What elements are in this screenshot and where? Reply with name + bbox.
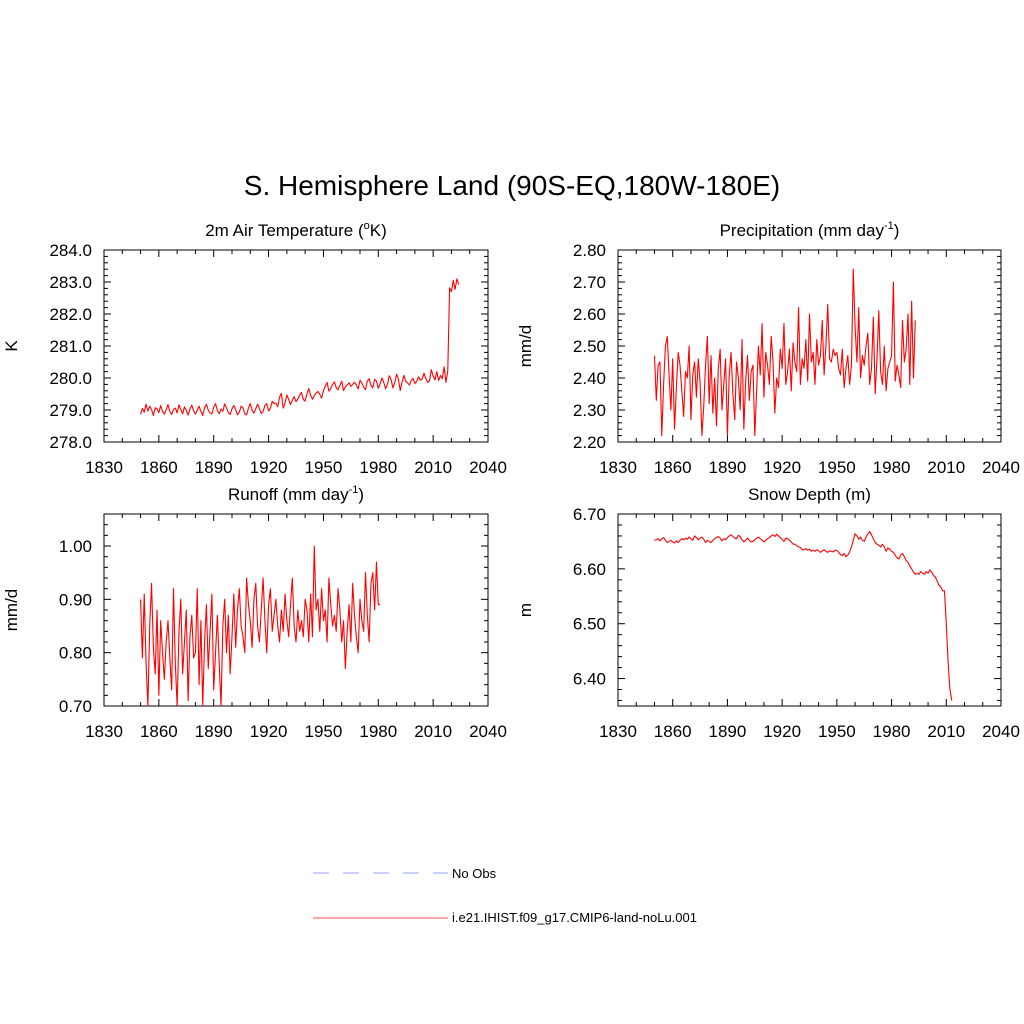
x-tick-label: 1920 <box>763 722 801 741</box>
panel-title: 2m Air Temperature (oK) <box>205 220 387 240</box>
x-tick-label: 1950 <box>818 722 856 741</box>
y-tick-label: 6.60 <box>573 560 606 579</box>
x-tick-label: 1830 <box>85 722 123 741</box>
y-tick-label: 0.90 <box>59 590 92 609</box>
panel-runoff: 1830 1860 1890 1920 1950 1980 2010 2040 0.70 0.80… <box>2 484 507 741</box>
panel-title: Precipitation (mm day-1) <box>720 220 900 240</box>
x-tick-label: 1890 <box>709 458 747 477</box>
legend: No Obs i.e21.IHIST.f09_g17.CMIP6-land-no… <box>313 866 697 925</box>
y-tick-label: 6.70 <box>573 505 606 524</box>
y-tick-label: 2.70 <box>573 273 606 292</box>
x-tick-label: 1860 <box>140 722 178 741</box>
y-tick-label: 1.00 <box>59 537 92 556</box>
x-tick-label: 2040 <box>469 458 507 477</box>
series-line <box>653 268 916 437</box>
y-tick-label: 278.0 <box>49 433 92 452</box>
panel-title: Runoff (mm day-1) <box>228 484 364 504</box>
y-axis-label: mm/d <box>2 589 21 632</box>
x-tick-label: 1830 <box>599 458 637 477</box>
y-tick-label: 279.0 <box>49 401 92 420</box>
y-axis-label: mm/d <box>516 325 535 368</box>
panel-air-temperature: 1830 1860 1890 1920 1950 1980 2010 2040 278.0 279… <box>2 220 507 477</box>
x-tick-label: 1860 <box>140 458 178 477</box>
x-tick-label: 1920 <box>250 722 288 741</box>
panel-snow-depth: 1830 1860 1890 1920 1950 1980 2010 2040 6.40 6.50… <box>516 485 1020 741</box>
plot-frame <box>103 249 489 443</box>
x-tick-label: 1980 <box>359 458 397 477</box>
figure-title: S. Hemisphere Land (90S-EQ,180W-180E) <box>244 170 780 201</box>
y-tick-label: 282.0 <box>49 305 92 324</box>
y-tick-label: 0.80 <box>59 644 92 663</box>
y-axis-label: m <box>516 603 535 617</box>
x-tick-label: 2040 <box>982 458 1020 477</box>
x-tick-label: 1950 <box>305 722 343 741</box>
y-tick-label: 0.70 <box>59 697 92 716</box>
x-tick-label: 1980 <box>359 722 397 741</box>
x-tick-label: 2010 <box>927 458 965 477</box>
y-tick-label: 2.20 <box>573 433 606 452</box>
y-tick-label: 6.40 <box>573 670 606 689</box>
y-tick-label: 2.60 <box>573 305 606 324</box>
y-tick-label: 6.50 <box>573 615 606 634</box>
y-tick-label: 2.40 <box>573 369 606 388</box>
x-tick-label: 1980 <box>873 458 911 477</box>
x-tick-label: 2010 <box>414 722 452 741</box>
plot-frame <box>103 513 489 707</box>
x-tick-label: 1830 <box>85 458 123 477</box>
y-tick-label: 283.0 <box>49 273 92 292</box>
series-line <box>654 530 953 701</box>
x-tick-label: 1920 <box>763 458 801 477</box>
x-tick-label: 1950 <box>305 458 343 477</box>
panel-title: Snow Depth (m) <box>748 485 871 504</box>
x-tick-label: 1980 <box>873 722 911 741</box>
x-tick-label: 1860 <box>654 458 692 477</box>
x-tick-label: 1950 <box>818 458 856 477</box>
x-tick-label: 1920 <box>250 458 288 477</box>
x-tick-label: 1890 <box>709 722 747 741</box>
x-tick-label: 1890 <box>195 722 233 741</box>
panel-precipitation: 1830 1860 1890 1920 1950 1980 2010 2040 2.20 2.30… <box>516 220 1020 477</box>
legend-run-label: i.e21.IHIST.f09_g17.CMIP6-land-noLu.001 <box>452 910 697 925</box>
x-tick-label: 2010 <box>927 722 965 741</box>
series-line <box>140 545 381 707</box>
legend-no-obs-label: No Obs <box>452 866 497 881</box>
x-tick-label: 2010 <box>414 458 452 477</box>
y-tick-label: 284.0 <box>49 241 92 260</box>
y-tick-label: 281.0 <box>49 337 92 356</box>
plot-frame <box>617 513 1002 707</box>
x-tick-label: 2040 <box>982 722 1020 741</box>
y-axis-label: K <box>2 340 21 352</box>
y-tick-label: 280.0 <box>49 369 92 388</box>
x-tick-label: 2040 <box>469 722 507 741</box>
x-tick-label: 1830 <box>599 722 637 741</box>
x-tick-label: 1890 <box>195 458 233 477</box>
y-tick-label: 2.30 <box>573 401 606 420</box>
y-tick-label: 2.80 <box>573 241 606 260</box>
series-line <box>140 278 460 416</box>
y-tick-label: 2.50 <box>573 337 606 356</box>
x-tick-label: 1860 <box>654 722 692 741</box>
